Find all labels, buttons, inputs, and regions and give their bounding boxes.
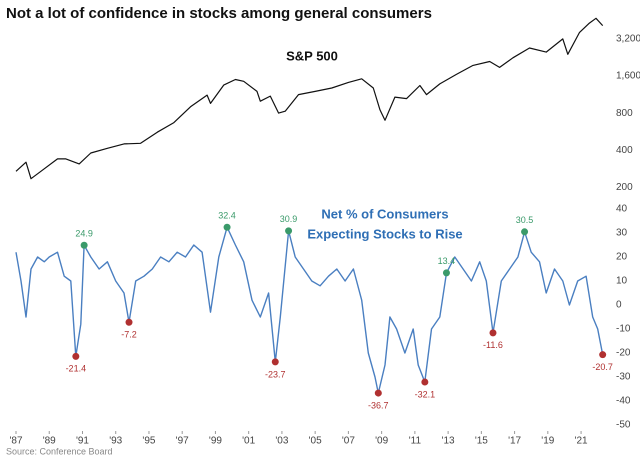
y-tick-label: 40	[616, 204, 628, 215]
annotation-dot	[72, 352, 80, 360]
annotation-dot	[421, 378, 429, 386]
x-tick-label: '91	[76, 436, 89, 447]
x-tick-label: '13	[442, 436, 455, 447]
y-tick-label: -40	[616, 396, 631, 407]
x-tick-label: '21	[575, 436, 588, 447]
annotation-dot	[271, 358, 279, 366]
annotation-label: 13.4	[438, 256, 456, 266]
chart-title: Not a lot of confidence in stocks among …	[6, 5, 432, 22]
y-tick-label: 10	[616, 276, 628, 287]
annotation-label: -7.2	[121, 330, 137, 340]
x-tick-label: '03	[275, 436, 288, 447]
x-tick-label: '89	[43, 436, 56, 447]
annotation-label: 24.9	[75, 229, 93, 239]
x-tick-label: '07	[342, 436, 355, 447]
x-tick-label: '15	[475, 436, 488, 447]
data-line	[15, 226, 604, 394]
annotation-label: 30.5	[516, 215, 534, 225]
annotation-label: -32.1	[415, 389, 436, 399]
panel-title: S&P 500	[286, 48, 338, 63]
y-tick-label: 3,200	[616, 34, 640, 45]
x-tick-label: '05	[309, 436, 322, 447]
y-tick-label: -50	[616, 420, 631, 431]
y-tick-label: 400	[616, 145, 633, 156]
y-tick-label: 20	[616, 252, 628, 263]
y-tick-label: 200	[616, 182, 633, 193]
annotation-dot	[285, 227, 293, 235]
x-tick-label: '93	[109, 436, 122, 447]
source-note: Source: Conference Board	[6, 446, 113, 456]
data-line	[15, 17, 604, 180]
annotation-label: -21.4	[66, 364, 87, 374]
x-tick-label: '17	[508, 436, 521, 447]
annotation-label: 32.4	[218, 211, 236, 221]
annotation-label: -23.7	[265, 369, 286, 379]
annotation-label: -20.7	[592, 362, 613, 372]
x-tick-label: '87	[9, 436, 22, 447]
x-tick-label: '99	[209, 436, 222, 447]
annotation-dot	[489, 329, 497, 337]
annotation-label: 30.9	[280, 214, 298, 224]
x-tick-label: '11	[409, 436, 422, 447]
x-tick-label: '97	[176, 436, 189, 447]
annotation-label: -11.6	[483, 340, 503, 350]
panel-title: Expecting Stocks to Rise	[307, 226, 462, 241]
annotation-dot	[374, 389, 382, 397]
y-tick-label: -10	[616, 324, 631, 335]
annotation-dot	[521, 228, 529, 236]
annotation-dot	[442, 269, 450, 277]
y-tick-label: -20	[616, 348, 631, 359]
annotation-dot	[80, 241, 88, 249]
y-tick-label: 30	[616, 228, 628, 239]
x-tick-label: '19	[541, 436, 554, 447]
y-tick-label: 0	[616, 300, 622, 311]
x-tick-label: '09	[375, 436, 388, 447]
annotation-label: -36.7	[368, 400, 389, 410]
y-tick-label: -30	[616, 372, 631, 383]
y-tick-label: 800	[616, 108, 633, 119]
annotation-dot	[125, 318, 133, 326]
annotation-dot	[223, 223, 231, 231]
y-tick-label: 1,600	[616, 71, 640, 82]
x-tick-label: '95	[142, 436, 155, 447]
panel-title: Net % of Consumers	[321, 206, 448, 221]
x-tick-label: '01	[242, 436, 255, 447]
annotation-dot	[599, 351, 607, 359]
